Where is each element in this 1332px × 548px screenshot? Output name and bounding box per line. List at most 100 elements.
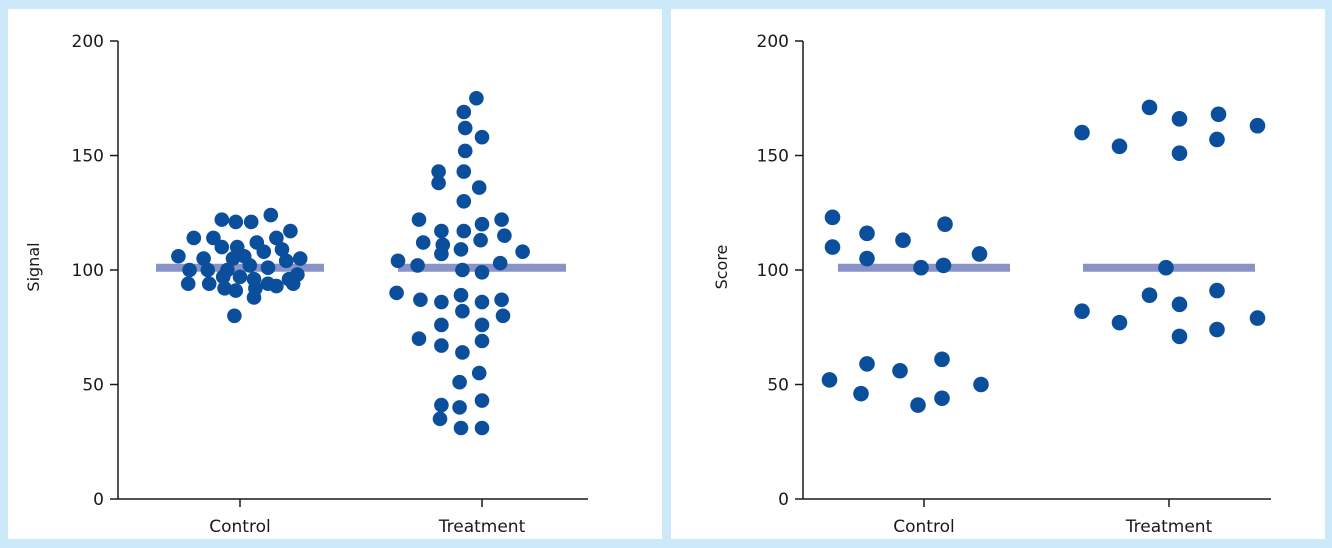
data-point [824,239,841,255]
data-point [474,393,490,408]
score-dot-plot: Score 0 50 100 150 200 Control Treatment [712,32,1271,537]
data-point [431,175,446,191]
data-point [434,246,449,262]
y-tick-label: 200 [757,32,789,52]
data-point [973,376,989,393]
data-point [411,331,427,347]
data-point [180,276,196,292]
data-point [455,345,470,360]
x-tick-label: Treatment [1125,517,1213,537]
data-point [182,262,197,278]
y-tick-label: 150 [757,147,789,167]
data-point [474,264,490,280]
data-point [434,317,449,333]
data-point [515,244,530,259]
y-tick-label: 0 [778,490,789,510]
data-point [474,333,490,349]
data-point [1209,282,1225,299]
data-point [1141,99,1158,116]
x-tick-label: Control [209,517,270,537]
data-point [474,420,490,436]
data-point [186,230,202,246]
data-point [492,255,508,271]
data-point [225,251,241,266]
data-point [455,262,470,278]
data-point [228,214,244,230]
data-point [278,253,294,269]
data-point [937,216,953,232]
data-point [214,212,230,227]
data-point [473,232,488,248]
data-point [495,308,511,324]
data-point [474,216,490,232]
y-tick-label: 50 [767,376,789,396]
data-point [859,225,875,242]
data-point [1074,303,1090,320]
data-point [474,317,490,333]
data-point [1158,259,1174,276]
data-point [1111,138,1128,155]
data-point [453,242,469,257]
data-point [1210,106,1227,123]
data-point [200,262,216,278]
data-point [456,104,472,120]
data-point [1141,287,1158,303]
data-point [242,258,258,273]
y-tick-label: 100 [757,261,789,281]
data-point [1209,321,1225,338]
data-point [1249,117,1266,134]
data-point [497,228,512,243]
data-point [1074,124,1090,141]
data-point [452,400,467,415]
data-point [256,244,272,259]
data-point [853,385,869,402]
data-point [494,212,509,227]
x-tick-label: Treatment [438,517,526,537]
data-point [413,292,428,308]
data-point [913,259,929,276]
data-point [934,351,950,368]
data-point [415,235,431,250]
data-point [232,269,248,285]
data-point [452,374,467,390]
data-point [171,248,186,264]
data-point [457,143,473,159]
data-point [434,338,449,353]
data-point [895,232,911,249]
data-point [283,223,298,239]
data-point [390,253,406,269]
data-point [1171,328,1188,345]
data-point [434,294,449,310]
data-point [455,303,470,319]
data-point [934,390,950,407]
data-point [456,194,472,209]
y-axis-title: Signal [24,242,43,291]
data-point [453,287,469,303]
data-point [217,281,232,296]
data-point [474,129,490,145]
chart-panel-signal: Signal 0 50 100 150 200 Control Treatment [8,9,662,539]
data-point [456,164,472,179]
y-tick-label: 50 [82,376,104,396]
data-point [201,276,217,292]
data-point [1171,296,1188,313]
data-point [1209,131,1225,148]
data-point [246,290,262,305]
data-point [494,292,509,308]
data-point [474,294,490,310]
signal-dot-plot: Signal 0 50 100 150 200 Control Treatment [24,32,588,537]
data-point [292,251,308,266]
data-point [215,269,231,285]
data-point [469,90,484,106]
data-point [821,372,838,388]
y-tick-label: 0 [93,490,104,510]
data-point [410,258,425,273]
y-tick-label: 150 [72,147,104,167]
data-point [263,207,279,223]
data-point [214,239,230,255]
data-point [411,212,427,227]
data-point [457,120,473,136]
data-point [229,239,245,255]
data-point [431,164,446,179]
y-tick-label: 100 [72,261,104,281]
